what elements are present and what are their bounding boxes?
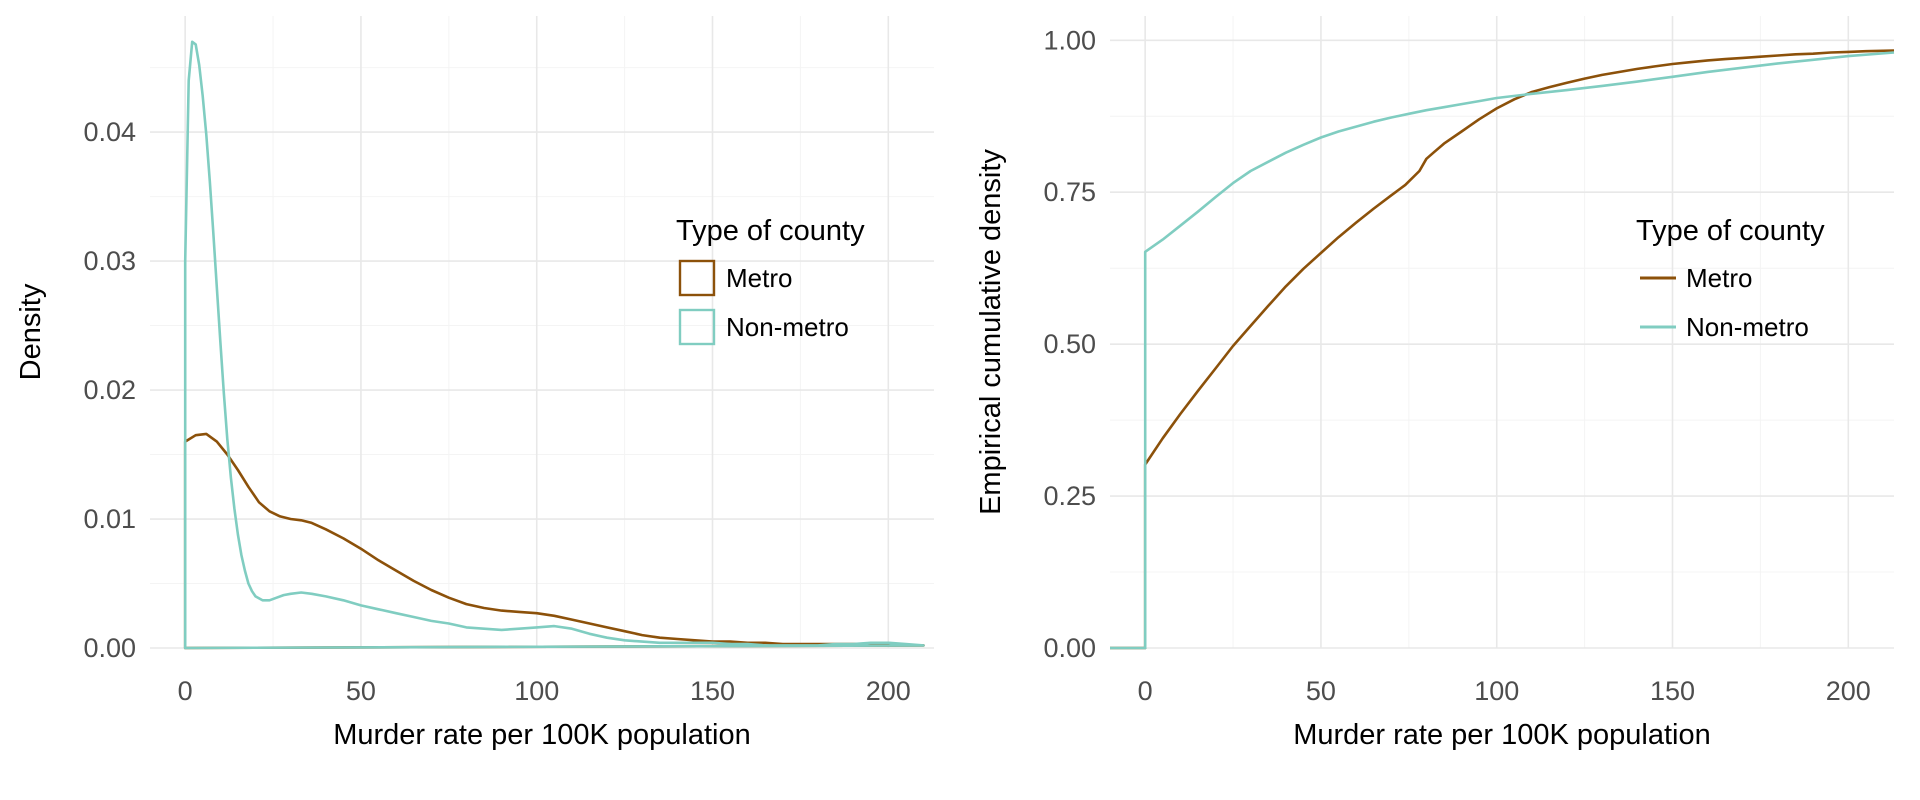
x-tick-label: 150 (690, 676, 735, 706)
x-axis-label: Murder rate per 100K population (1293, 719, 1711, 751)
x-tick-label: 50 (1306, 676, 1336, 706)
x-tick-label: 50 (346, 676, 376, 706)
series-line-non-metro (183, 40, 925, 650)
legend-key-box (678, 308, 716, 346)
legend-entry-label: Non-metro (726, 312, 849, 342)
series-line-non-metro (1110, 51, 1895, 650)
y-tick-label: 0.75 (1043, 177, 1096, 207)
ecdf-chart: 0 50 100 150 200 0.00 0.25 0.50 0.75 1.00 Murder r… (975, 16, 1895, 751)
legend-entry-label: Non-metro (1686, 312, 1809, 342)
density-chart: 0 50 100 150 200 0.00 0.01 0.02 0.03 0.04 Murder r… (15, 16, 934, 751)
x-tick-label: 0 (178, 676, 193, 706)
x-tick-label: 200 (866, 676, 911, 706)
legend-key-box (678, 259, 716, 297)
x-tick-label: 150 (1650, 676, 1695, 706)
y-tick-label: 0.50 (1043, 329, 1096, 359)
legend-entry-label: Metro (726, 263, 792, 293)
legend-entry-label: Metro (1686, 263, 1752, 293)
y-tick-label: 1.00 (1043, 25, 1096, 55)
legend-title: Type of county (1636, 215, 1825, 247)
y-axis-label: Empirical cumulative density (975, 149, 1007, 515)
y-tick-label: 0.00 (1043, 633, 1096, 663)
y-tick-label: 0.02 (83, 375, 136, 405)
x-axis-label: Murder rate per 100K population (333, 719, 751, 751)
x-tick-label: 0 (1138, 676, 1153, 706)
y-tick-label: 0.03 (83, 246, 136, 276)
series-line-metro (183, 432, 925, 650)
x-tick-label: 100 (1474, 676, 1519, 706)
y-tick-label: 0.25 (1043, 481, 1096, 511)
x-tick-label: 100 (514, 676, 559, 706)
series-line-metro (1110, 49, 1895, 650)
y-tick-label: 0.04 (83, 117, 136, 147)
y-tick-label: 0.01 (83, 504, 136, 534)
y-tick-label: 0.00 (83, 633, 136, 663)
y-axis-label: Density (15, 283, 47, 380)
legend-title: Type of county (676, 215, 865, 247)
x-tick-label: 200 (1826, 676, 1871, 706)
